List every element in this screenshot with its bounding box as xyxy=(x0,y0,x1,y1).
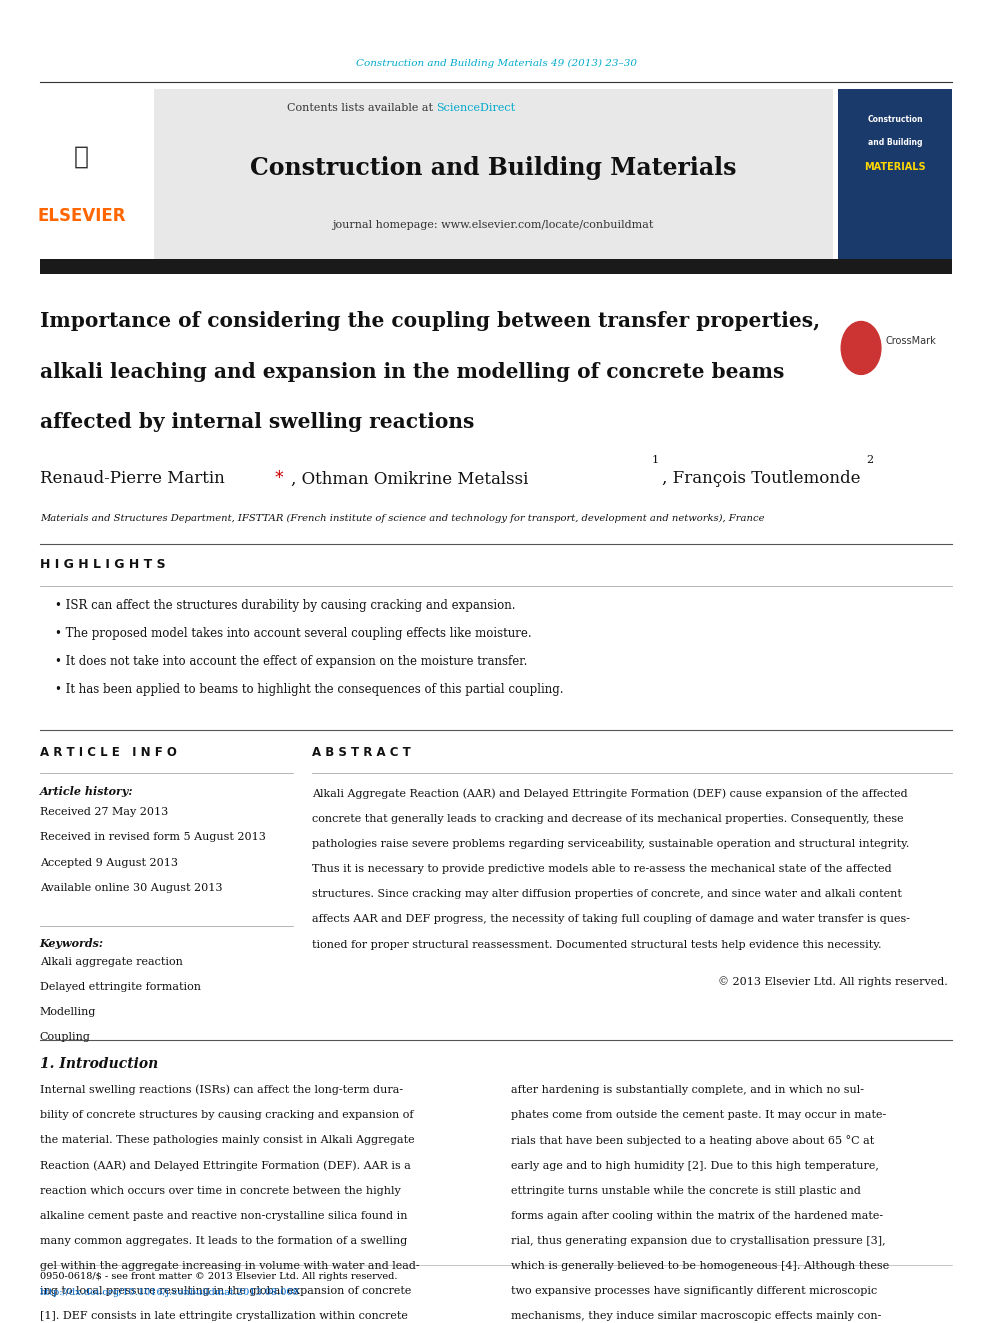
Text: H I G H L I G H T S: H I G H L I G H T S xyxy=(40,558,166,572)
FancyBboxPatch shape xyxy=(838,89,952,261)
Text: two expansive processes have significantly different microscopic: two expansive processes have significant… xyxy=(511,1286,877,1297)
Text: Delayed ettringite formation: Delayed ettringite formation xyxy=(40,982,200,992)
Text: mechanisms, they induce similar macroscopic effects mainly con-: mechanisms, they induce similar macrosco… xyxy=(511,1311,881,1322)
Text: A R T I C L E   I N F O: A R T I C L E I N F O xyxy=(40,746,177,759)
Text: 🌳: 🌳 xyxy=(73,144,89,168)
Text: *: * xyxy=(270,471,284,487)
Text: ettringite turns unstable while the concrete is still plastic and: ettringite turns unstable while the conc… xyxy=(511,1185,861,1196)
Text: ELSEVIER: ELSEVIER xyxy=(37,206,126,225)
Text: affected by internal swelling reactions: affected by internal swelling reactions xyxy=(40,411,474,433)
Text: © 2013 Elsevier Ltd. All rights reserved.: © 2013 Elsevier Ltd. All rights reserved… xyxy=(717,976,947,987)
Text: Article history:: Article history: xyxy=(40,786,133,796)
Text: after hardening is substantially complete, and in which no sul-: after hardening is substantially complet… xyxy=(511,1085,864,1095)
Text: • It has been applied to beams to highlight the consequences of this partial cou: • It has been applied to beams to highli… xyxy=(55,683,563,696)
Text: Keywords:: Keywords: xyxy=(40,938,104,949)
Text: the material. These pathologies mainly consist in Alkali Aggregate: the material. These pathologies mainly c… xyxy=(40,1135,415,1146)
Text: structures. Since cracking may alter diffusion properties of concrete, and since: structures. Since cracking may alter dif… xyxy=(312,889,903,900)
Text: • The proposed model takes into account several coupling effects like moisture.: • The proposed model takes into account … xyxy=(55,627,531,640)
Text: http://dx.doi.org/10.1016/j.conbuildmat.2013.08.008: http://dx.doi.org/10.1016/j.conbuildmat.… xyxy=(40,1289,300,1297)
Text: 0950-0618/$ - see front matter © 2013 Elsevier Ltd. All rights reserved.: 0950-0618/$ - see front matter © 2013 El… xyxy=(40,1273,397,1281)
Text: affects AAR and DEF progress, the necessity of taking full coupling of damage an: affects AAR and DEF progress, the necess… xyxy=(312,914,911,925)
Text: Available online 30 August 2013: Available online 30 August 2013 xyxy=(40,882,222,893)
Text: 2: 2 xyxy=(866,455,873,466)
Text: Modelling: Modelling xyxy=(40,1007,96,1017)
Text: A B S T R A C T: A B S T R A C T xyxy=(312,746,412,759)
Text: Construction: Construction xyxy=(867,115,924,123)
Text: Thus it is necessary to provide predictive models able to re-assess the mechanic: Thus it is necessary to provide predicti… xyxy=(312,864,892,875)
Text: forms again after cooling within the matrix of the hardened mate-: forms again after cooling within the mat… xyxy=(511,1211,883,1221)
Text: concrete that generally leads to cracking and decrease of its mechanical propert: concrete that generally leads to crackin… xyxy=(312,814,904,824)
Text: and Building: and Building xyxy=(868,139,923,147)
Text: Internal swelling reactions (ISRs) can affect the long-term dura-: Internal swelling reactions (ISRs) can a… xyxy=(40,1085,403,1095)
Text: Alkali Aggregate Reaction (AAR) and Delayed Ettringite Formation (DEF) cause exp: Alkali Aggregate Reaction (AAR) and Dela… xyxy=(312,789,908,799)
Text: journal homepage: www.elsevier.com/locate/conbuildmat: journal homepage: www.elsevier.com/locat… xyxy=(332,220,654,230)
Text: alkali leaching and expansion in the modelling of concrete beams: alkali leaching and expansion in the mod… xyxy=(40,361,784,382)
Text: 1. Introduction: 1. Introduction xyxy=(40,1057,158,1070)
Text: Accepted 9 August 2013: Accepted 9 August 2013 xyxy=(40,857,178,868)
Text: Materials and Structures Department, IFSTTAR (French institute of science and te: Materials and Structures Department, IFS… xyxy=(40,515,764,523)
Text: Alkali aggregate reaction: Alkali aggregate reaction xyxy=(40,957,183,967)
Circle shape xyxy=(841,321,881,374)
Text: MATERIALS: MATERIALS xyxy=(864,161,927,172)
Text: , François Toutlemonde: , François Toutlemonde xyxy=(662,471,860,487)
Text: bility of concrete structures by causing cracking and expansion of: bility of concrete structures by causing… xyxy=(40,1110,414,1121)
Text: Construction and Building Materials: Construction and Building Materials xyxy=(250,156,736,180)
Text: gel within the aggregate increasing in volume with water and lead-: gel within the aggregate increasing in v… xyxy=(40,1261,420,1271)
Text: tioned for proper structural reassessment. Documented structural tests help evid: tioned for proper structural reassessmen… xyxy=(312,939,882,950)
FancyBboxPatch shape xyxy=(154,89,833,261)
Text: Coupling: Coupling xyxy=(40,1032,90,1043)
Text: ing to local pressure resulting in the global expansion of concrete: ing to local pressure resulting in the g… xyxy=(40,1286,411,1297)
Text: early age and to high humidity [2]. Due to this high temperature,: early age and to high humidity [2]. Due … xyxy=(511,1160,879,1171)
Text: Received 27 May 2013: Received 27 May 2013 xyxy=(40,807,168,818)
Text: Contents lists available at: Contents lists available at xyxy=(287,103,436,114)
FancyBboxPatch shape xyxy=(40,259,952,274)
Text: pathologies raise severe problems regarding serviceability, sustainable operatio: pathologies raise severe problems regard… xyxy=(312,839,910,849)
Text: alkaline cement paste and reactive non-crystalline silica found in: alkaline cement paste and reactive non-c… xyxy=(40,1211,407,1221)
Text: phates come from outside the cement paste. It may occur in mate-: phates come from outside the cement past… xyxy=(511,1110,886,1121)
Text: 1: 1 xyxy=(652,455,659,466)
Text: • It does not take into account the effect of expansion on the moisture transfer: • It does not take into account the effe… xyxy=(55,655,527,668)
Text: ScienceDirect: ScienceDirect xyxy=(436,103,516,114)
Text: Received in revised form 5 August 2013: Received in revised form 5 August 2013 xyxy=(40,832,266,843)
Text: Construction and Building Materials 49 (2013) 23–30: Construction and Building Materials 49 (… xyxy=(355,60,637,67)
Text: • ISR can affect the structures durability by causing cracking and expansion.: • ISR can affect the structures durabili… xyxy=(55,599,515,613)
Text: rial, thus generating expansion due to crystallisation pressure [3],: rial, thus generating expansion due to c… xyxy=(511,1236,886,1246)
Text: Renaud-Pierre Martin: Renaud-Pierre Martin xyxy=(40,471,224,487)
Text: reaction which occurs over time in concrete between the highly: reaction which occurs over time in concr… xyxy=(40,1185,401,1196)
Text: many common aggregates. It leads to the formation of a swelling: many common aggregates. It leads to the … xyxy=(40,1236,407,1246)
Text: which is generally believed to be homogeneous [4]. Although these: which is generally believed to be homoge… xyxy=(511,1261,889,1271)
Text: Importance of considering the coupling between transfer properties,: Importance of considering the coupling b… xyxy=(40,311,819,332)
Text: [1]. DEF consists in late ettringite crystallization within concrete: [1]. DEF consists in late ettringite cry… xyxy=(40,1311,408,1322)
Text: CrossMark: CrossMark xyxy=(886,336,936,347)
Text: rials that have been subjected to a heating above about 65 °C at: rials that have been subjected to a heat… xyxy=(511,1135,874,1146)
Text: , Othman Omikrine Metalssi: , Othman Omikrine Metalssi xyxy=(291,471,528,487)
Text: Reaction (AAR) and Delayed Ettringite Formation (DEF). AAR is a: Reaction (AAR) and Delayed Ettringite Fo… xyxy=(40,1160,411,1171)
